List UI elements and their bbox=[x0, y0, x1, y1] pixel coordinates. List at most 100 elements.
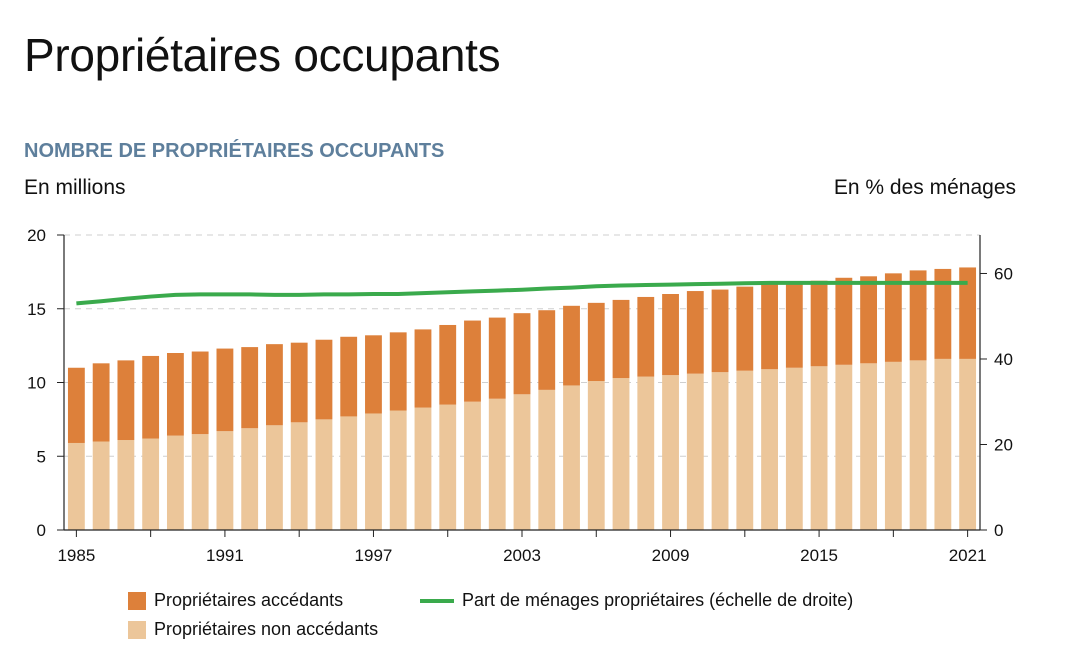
y-left-tick-label: 20 bbox=[27, 226, 46, 245]
bar-accedants bbox=[439, 324, 457, 405]
bar-non-accedants bbox=[488, 398, 506, 530]
bar-non-accedants bbox=[563, 385, 580, 530]
bar-accedants bbox=[587, 302, 605, 382]
bar-non-accedants bbox=[142, 438, 160, 530]
bar-non-accedants bbox=[389, 410, 407, 530]
bar-accedants bbox=[662, 294, 679, 376]
y-right-tick-label: 40 bbox=[994, 350, 1013, 369]
bar-accedants bbox=[488, 317, 506, 399]
bar-accedants bbox=[736, 286, 754, 371]
right-axis-unit: En % des ménages bbox=[833, 176, 1016, 199]
bar-non-accedants bbox=[266, 425, 283, 530]
bar-non-accedants bbox=[191, 434, 209, 530]
bar-non-accedants bbox=[612, 378, 630, 530]
bar-accedants bbox=[241, 347, 259, 429]
bar-non-accedants bbox=[934, 358, 952, 530]
bar-non-accedants bbox=[810, 366, 828, 530]
bar-non-accedants bbox=[67, 442, 85, 530]
legend-swatch-accedants bbox=[128, 591, 146, 610]
left-axis-unit: En millions bbox=[24, 176, 126, 199]
bar-non-accedants bbox=[166, 435, 184, 530]
legend-swatch-non-accedants bbox=[128, 620, 146, 639]
y-left-tick-label: 15 bbox=[27, 300, 46, 319]
bar-accedants bbox=[290, 342, 308, 423]
bar-accedants bbox=[414, 329, 432, 408]
bar-accedants bbox=[340, 336, 358, 417]
y-right-tick-label: 20 bbox=[994, 435, 1013, 454]
line-part-menages bbox=[76, 280, 968, 306]
bar-accedants bbox=[464, 320, 481, 402]
bar-accedants bbox=[810, 280, 828, 367]
bar-non-accedants bbox=[686, 373, 704, 530]
bar-accedants bbox=[92, 363, 110, 442]
bar-accedants bbox=[686, 291, 704, 374]
y-right-tick-label: 0 bbox=[994, 521, 1003, 540]
bar-accedants bbox=[216, 348, 234, 432]
bar-non-accedants bbox=[909, 360, 927, 530]
bar-non-accedants bbox=[92, 441, 110, 530]
bar-non-accedants bbox=[884, 361, 902, 530]
bar-accedants bbox=[117, 360, 135, 441]
legend-label-part: Part de ménages propriétaires (échelle d… bbox=[462, 590, 854, 610]
x-tick-label: 2009 bbox=[652, 546, 690, 565]
bar-non-accedants bbox=[290, 422, 308, 530]
legend-item-part: Part de ménages propriétaires (échelle d… bbox=[420, 590, 853, 611]
bar-accedants bbox=[538, 310, 556, 390]
x-tick-label: 2021 bbox=[949, 546, 987, 565]
bar-non-accedants bbox=[860, 363, 878, 530]
bar-accedants bbox=[67, 367, 85, 443]
bar-non-accedants bbox=[439, 404, 457, 530]
chart-subtitle: NOMBRE DE PROPRIÉTAIRES OCCUPANTS bbox=[24, 140, 445, 162]
bar-non-accedants bbox=[736, 370, 754, 530]
bar-accedants bbox=[934, 268, 952, 359]
bar-accedants bbox=[909, 270, 927, 361]
bar-accedants bbox=[563, 305, 580, 386]
bar-non-accedants bbox=[365, 413, 382, 530]
y-left-tick-label: 0 bbox=[37, 521, 46, 540]
bar-accedants bbox=[637, 296, 655, 377]
bar-accedants bbox=[365, 335, 382, 414]
bar-accedants bbox=[785, 282, 803, 368]
bar-accedants bbox=[959, 267, 977, 359]
page-title: Propriétaires occupants bbox=[24, 29, 501, 81]
y-right-tick-label: 60 bbox=[994, 264, 1013, 283]
bar-non-accedants bbox=[117, 440, 135, 530]
x-tick-label: 1997 bbox=[355, 546, 393, 565]
bar-accedants bbox=[191, 351, 209, 435]
bar-non-accedants bbox=[711, 372, 729, 530]
bar-accedants bbox=[166, 353, 184, 436]
x-tick-label: 1985 bbox=[57, 546, 95, 565]
bar-accedants bbox=[389, 332, 407, 411]
bar-accedants bbox=[142, 355, 160, 439]
bar-non-accedants bbox=[785, 367, 803, 530]
x-tick-label: 1991 bbox=[206, 546, 244, 565]
bar-accedants bbox=[513, 313, 531, 395]
y-left-tick-label: 10 bbox=[27, 374, 46, 393]
bar-non-accedants bbox=[464, 401, 481, 530]
bar-accedants bbox=[884, 273, 902, 362]
bar-non-accedants bbox=[587, 381, 605, 530]
bar-accedants bbox=[860, 276, 878, 364]
bar-non-accedants bbox=[538, 389, 556, 530]
bar-accedants bbox=[761, 283, 778, 370]
legend-item-accedants: Propriétaires accédants bbox=[128, 590, 343, 611]
bar-non-accedants bbox=[637, 376, 655, 530]
legend-swatch-part bbox=[420, 598, 454, 603]
bar-accedants bbox=[835, 277, 853, 365]
bar-accedants bbox=[711, 289, 729, 373]
legend-label-non-accedants: Propriétaires non accédants bbox=[154, 619, 379, 639]
bar-accedants bbox=[612, 299, 630, 379]
bar-non-accedants bbox=[835, 364, 853, 530]
bar-accedants bbox=[266, 344, 283, 426]
y-left-tick-label: 5 bbox=[37, 447, 46, 466]
bar-non-accedants bbox=[761, 369, 778, 530]
bar-non-accedants bbox=[216, 431, 234, 530]
legend-item-non-accedants: Propriétaires non accédants bbox=[128, 619, 378, 640]
bar-non-accedants bbox=[340, 416, 358, 530]
x-tick-label: 2015 bbox=[800, 546, 838, 565]
bar-non-accedants bbox=[662, 375, 679, 530]
x-tick-label: 2003 bbox=[503, 546, 541, 565]
bar-non-accedants bbox=[513, 394, 531, 530]
bar-non-accedants bbox=[315, 419, 333, 530]
